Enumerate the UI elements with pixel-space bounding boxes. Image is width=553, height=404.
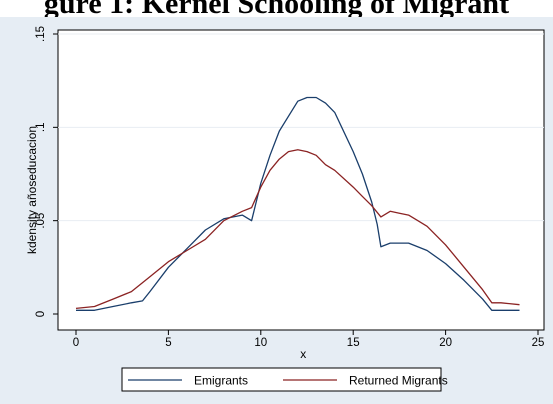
series-line-emigrants (76, 96, 520, 311)
y-tick-label: .1 (35, 123, 47, 133)
figure-title: gure 1: Kernel Schooling of Migrant (43, 0, 510, 20)
y-tick-label: .15 (35, 26, 47, 42)
x-tick-label: 25 (532, 337, 545, 349)
y-tick-label: 0 (35, 311, 47, 317)
legend-label-returned-migrants: Returned Migrants (349, 374, 448, 388)
y-tick-label: .05 (35, 213, 47, 229)
plot-area (57, 29, 545, 331)
x-tick-label: 0 (73, 337, 79, 349)
x-axis-title: x (300, 347, 306, 361)
x-tick-label: 10 (254, 337, 267, 349)
x-tick-label: 20 (439, 337, 452, 349)
y-axis-title: kdensity añoseducacion (25, 126, 39, 254)
legend-label-emigrants: Emigrants (194, 374, 248, 388)
series-line-returned-migrants (75, 149, 520, 310)
x-tick-label: 5 (165, 337, 171, 349)
legend-box (121, 367, 442, 392)
x-tick-label: 15 (347, 337, 360, 349)
